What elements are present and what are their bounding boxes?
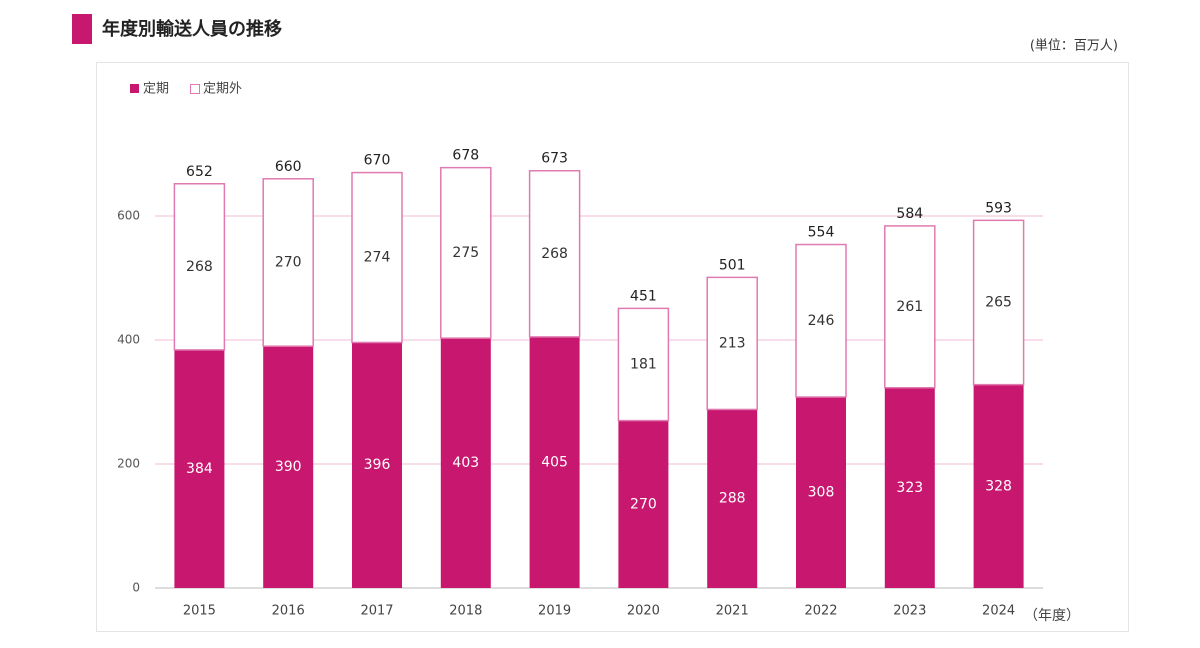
total-label: 678 (452, 148, 479, 164)
x-tick-label: 2023 (893, 604, 926, 619)
bar-segment (351, 171, 403, 344)
y-tick-label: 0 (132, 581, 140, 595)
x-tick-label: 2017 (360, 604, 393, 619)
bar-segment (528, 169, 581, 338)
bar-segment (972, 219, 1025, 386)
value-label: 308 (808, 485, 835, 501)
bar-segment (884, 387, 935, 588)
x-tick-label: 2018 (449, 604, 482, 619)
value-label: 403 (452, 455, 479, 471)
bar-segment (617, 307, 670, 422)
value-label: 261 (896, 299, 923, 315)
x-tick-label: 2016 (272, 604, 305, 619)
value-label: 275 (452, 245, 479, 261)
total-label: 584 (896, 206, 923, 222)
total-label: 451 (630, 288, 657, 304)
total-label: 652 (186, 164, 213, 180)
x-tick-label: 2024 (982, 604, 1015, 619)
value-label: 390 (275, 459, 302, 475)
bar-segment (174, 349, 225, 588)
value-label: 405 (541, 454, 568, 470)
x-axis-label: （年度） (1024, 608, 1080, 624)
y-tick-label: 200 (117, 457, 140, 471)
y-tick-label: 400 (117, 333, 140, 347)
value-label: 396 (364, 457, 391, 473)
x-tick-label: 2022 (804, 604, 837, 619)
bar-segment (173, 183, 226, 351)
value-label: 270 (630, 496, 657, 512)
total-label: 670 (364, 153, 391, 169)
bar-segment (440, 338, 491, 588)
chart-title: 年度別輸送人員の推移 (102, 18, 282, 40)
bar-segment (795, 243, 847, 398)
value-label: 265 (985, 294, 1012, 310)
value-label: 181 (630, 356, 657, 372)
legend-label: 定期 (143, 82, 169, 97)
bar-segment (884, 225, 936, 389)
title-marker (72, 14, 92, 44)
value-label: 323 (896, 480, 923, 496)
y-tick-label: 600 (117, 209, 140, 223)
legend-label: 定期外 (203, 82, 242, 97)
value-label: 274 (364, 250, 391, 266)
x-tick-label: 2019 (538, 604, 571, 619)
bar-segment (352, 342, 402, 588)
total-label: 593 (985, 200, 1012, 216)
total-label: 660 (275, 159, 302, 175)
bar-segment (529, 336, 580, 588)
legend-swatch (190, 84, 200, 94)
value-label: 328 (985, 478, 1012, 494)
bar-segment (262, 178, 314, 347)
value-label: 270 (275, 255, 302, 271)
bar-segment (973, 384, 1024, 588)
value-label: 246 (808, 313, 835, 329)
chart-panel (96, 62, 1129, 632)
value-label: 384 (186, 461, 213, 477)
x-tick-label: 2020 (627, 604, 660, 619)
bar-segment (707, 409, 758, 588)
x-tick-label: 2021 (716, 604, 749, 619)
value-label: 268 (541, 246, 568, 262)
value-label: 213 (719, 335, 746, 351)
total-label: 554 (808, 225, 835, 241)
value-label: 268 (186, 259, 213, 275)
bar-segment (440, 166, 492, 339)
x-tick-label: 2015 (183, 604, 216, 619)
total-label: 501 (719, 257, 746, 273)
total-label: 673 (541, 151, 568, 167)
bar-segment (796, 397, 846, 588)
bar-segment (618, 420, 669, 588)
unit-label: (単位：百万人) (1030, 38, 1118, 54)
bar-segment (706, 276, 758, 411)
legend-swatch (130, 84, 139, 93)
bar-segment (263, 346, 314, 588)
value-label: 288 (719, 491, 746, 507)
